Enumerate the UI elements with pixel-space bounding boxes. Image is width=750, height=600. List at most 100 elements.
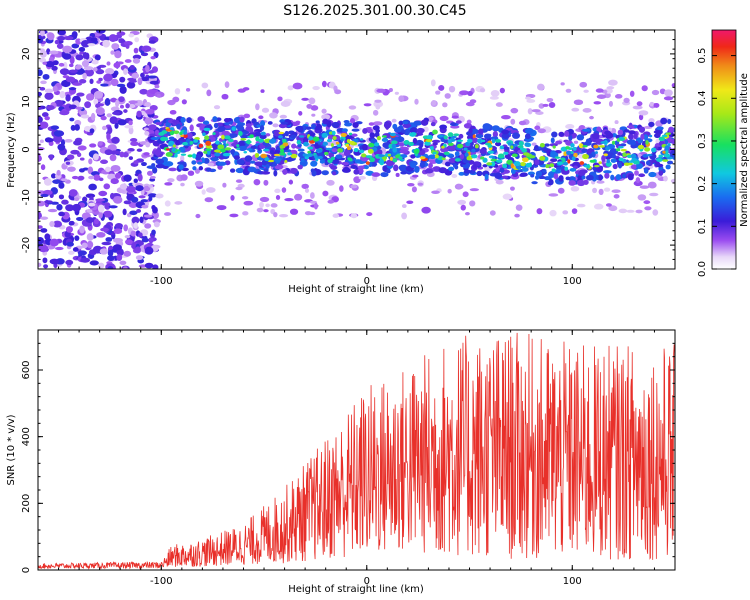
heatmap-cell [265, 133, 271, 137]
heatmap-cell [451, 174, 458, 178]
heatmap-cell [557, 187, 565, 194]
heatmap-cell [455, 120, 462, 124]
heatmap-cell [249, 134, 254, 139]
heatmap-cell [571, 107, 580, 112]
heatmap-cell [183, 130, 188, 135]
heatmap-cell [312, 136, 320, 142]
heatmap-cell [503, 146, 510, 150]
heatmap-cell [145, 108, 155, 115]
heatmap-cell [253, 179, 261, 186]
heatmap-cell [393, 164, 399, 172]
heatmap-cell [452, 163, 458, 168]
heatmap-cell [98, 210, 103, 219]
heatmap-cell [113, 228, 123, 235]
heatmap-cell [154, 149, 161, 156]
heatmap-cell [562, 210, 569, 215]
heatmap-cell [615, 148, 621, 152]
heatmap-cell [69, 220, 75, 226]
heatmap-cell [440, 137, 446, 143]
heatmap-cell [655, 161, 660, 167]
heatmap-cell [432, 129, 438, 135]
heatmap-cell [586, 163, 590, 169]
heatmap-cell [553, 172, 559, 180]
heatmap-cell [487, 150, 494, 154]
heatmap-cell [66, 241, 75, 247]
heatmap-cell [467, 138, 473, 143]
heatmap-cell [365, 155, 373, 159]
heatmap-cell [351, 128, 360, 132]
heatmap-cell [197, 116, 205, 123]
colorbar-tick-label: 0.1 [697, 218, 708, 234]
heatmap-cell [135, 255, 144, 261]
heatmap-cell [539, 155, 546, 161]
heatmap-cell [664, 89, 673, 97]
heatmap-cell [272, 123, 279, 128]
y-tick-label: 20 [21, 48, 32, 61]
heatmap-cell [225, 143, 229, 146]
heatmap-cell [171, 147, 176, 153]
heatmap-cell [82, 72, 87, 80]
heatmap-cell [224, 147, 232, 151]
heatmap-cell [119, 85, 127, 94]
heatmap-cell [215, 140, 220, 145]
heatmap-cell [65, 226, 74, 233]
heatmap-cell [298, 135, 305, 138]
heatmap-cell [537, 83, 545, 91]
heatmap-cell [126, 185, 136, 193]
heatmap-cell [282, 168, 288, 175]
heatmap-cell [268, 138, 276, 144]
heatmap-cell [431, 190, 440, 194]
heatmap-cell [510, 186, 515, 191]
heatmap-cell [104, 202, 111, 210]
heatmap-cell [126, 81, 136, 89]
heatmap-cell [618, 136, 624, 140]
heatmap-cell [52, 220, 63, 228]
heatmap-cell [633, 180, 643, 187]
heatmap-cell [80, 39, 91, 48]
heatmap-cell [327, 199, 335, 204]
snr-series-line [38, 332, 675, 570]
heatmap-cell [306, 153, 313, 158]
heatmap-cell [582, 144, 588, 148]
heatmap-cell [124, 235, 131, 239]
heatmap-cell [598, 145, 606, 148]
heatmap-cell [65, 161, 71, 165]
heatmap-cell [523, 152, 530, 156]
heatmap-cell [310, 160, 318, 167]
heatmap-cell [59, 68, 70, 75]
heatmap-cell [141, 204, 149, 209]
heatmap-cell [539, 142, 545, 148]
heatmap-cell [198, 166, 204, 171]
heatmap-cell [109, 116, 118, 124]
heatmap-cell [458, 171, 465, 176]
heatmap-cell [419, 142, 424, 148]
heatmap-cell [89, 128, 95, 134]
heatmap-cell [189, 141, 194, 145]
heatmap-cell [573, 99, 584, 106]
heatmap-cell [104, 149, 113, 156]
heatmap-cell [151, 229, 156, 236]
heatmap-cell [205, 187, 216, 193]
heatmap-cell [282, 142, 289, 147]
heatmap-cell [304, 188, 310, 193]
heatmap-cell [178, 164, 184, 170]
heatmap-cell [164, 200, 171, 207]
heatmap-cell [114, 122, 119, 129]
heatmap-cell [144, 102, 152, 108]
heatmap-cell [416, 127, 425, 134]
heatmap-cell [100, 115, 107, 121]
heatmap-cell [490, 158, 498, 162]
heatmap-cell [125, 43, 130, 49]
heatmap-cell [156, 93, 162, 98]
heatmap-cell [495, 139, 502, 143]
heatmap-cell [125, 239, 133, 245]
heatmap-cell [524, 142, 530, 147]
heatmap-cell [618, 208, 628, 214]
heatmap-cell [430, 122, 436, 127]
heatmap-cell [375, 128, 380, 133]
heatmap-cell [278, 214, 289, 218]
heatmap-cell [531, 142, 537, 146]
heatmap-cell [428, 116, 434, 122]
heatmap-cell [59, 90, 66, 99]
